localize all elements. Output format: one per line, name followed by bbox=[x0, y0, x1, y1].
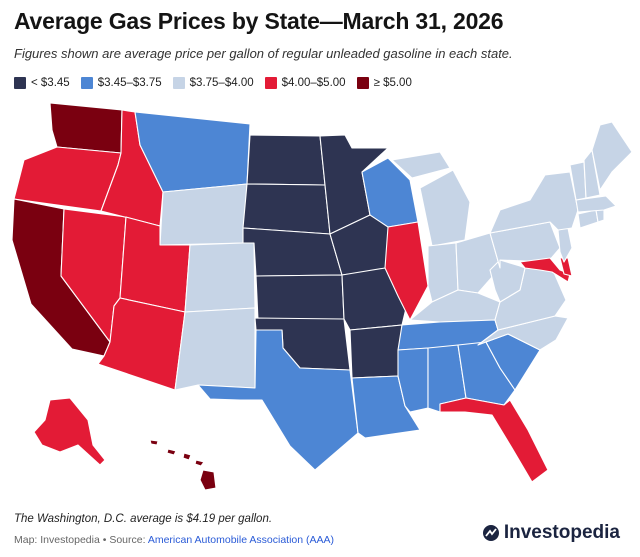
credit-prefix: Map: Investopedia • Source: bbox=[14, 534, 148, 546]
legend-swatch bbox=[172, 77, 185, 89]
legend-item: $3.45–$3.75 bbox=[80, 77, 162, 89]
state-ND bbox=[246, 134, 326, 186]
state-FL bbox=[439, 397, 549, 483]
state-SD bbox=[242, 183, 331, 235]
state-HI bbox=[149, 439, 217, 491]
state-AK bbox=[33, 397, 106, 466]
dc-note: The Washington, D.C. average is $4.19 pe… bbox=[14, 513, 273, 525]
state-OH bbox=[455, 232, 501, 294]
state-MD bbox=[519, 257, 571, 283]
legend-item: < $3.45 bbox=[14, 77, 70, 89]
legend-label: $3.45–$3.75 bbox=[97, 77, 162, 89]
legend-label: $3.75–$4.00 bbox=[189, 77, 254, 89]
brand-name: Investopedia bbox=[503, 522, 620, 543]
state-NE bbox=[242, 227, 343, 277]
source-link[interactable]: American Automobile Association (AAA) bbox=[147, 534, 335, 546]
legend-item: $3.75–$4.00 bbox=[172, 77, 254, 89]
state-MI bbox=[391, 151, 471, 247]
credit-line: Map: Investopedia • Source: American Aut… bbox=[14, 534, 334, 546]
legend-item: ≥ $5.00 bbox=[356, 77, 412, 89]
state-MA bbox=[575, 195, 617, 213]
state-NJ bbox=[557, 227, 573, 263]
legend-label: ≥ $5.00 bbox=[373, 77, 412, 89]
legend-swatch bbox=[264, 77, 277, 89]
state-WY bbox=[159, 183, 248, 246]
state-ME bbox=[591, 121, 633, 191]
legend-item: $4.00–$5.00 bbox=[264, 77, 346, 89]
state-KS bbox=[255, 274, 345, 321]
investopedia-logo-icon bbox=[482, 525, 499, 541]
state-CO bbox=[184, 242, 256, 313]
state-CT bbox=[577, 209, 599, 229]
map-title: Average Gas Prices by State—March 31, 20… bbox=[14, 8, 504, 34]
legend-swatch bbox=[14, 77, 26, 89]
legend: < $3.45 $3.45–$3.75 $3.75–$4.00 $4.00–$5… bbox=[14, 77, 423, 89]
state-AR bbox=[349, 324, 403, 379]
legend-label: < $3.45 bbox=[31, 77, 70, 89]
legend-swatch bbox=[80, 77, 93, 89]
map-subtitle: Figures shown are average price per gall… bbox=[14, 46, 513, 61]
legend-swatch bbox=[356, 77, 369, 89]
state-RI bbox=[595, 209, 605, 223]
state-TX bbox=[197, 329, 359, 471]
state-WA bbox=[49, 102, 123, 154]
state-WV bbox=[489, 259, 526, 303]
state-NH bbox=[583, 149, 601, 199]
brand: Investopedia bbox=[482, 522, 620, 544]
legend-label: $4.00–$5.00 bbox=[281, 77, 346, 89]
state-NM bbox=[174, 307, 256, 391]
state-NY bbox=[489, 171, 579, 234]
